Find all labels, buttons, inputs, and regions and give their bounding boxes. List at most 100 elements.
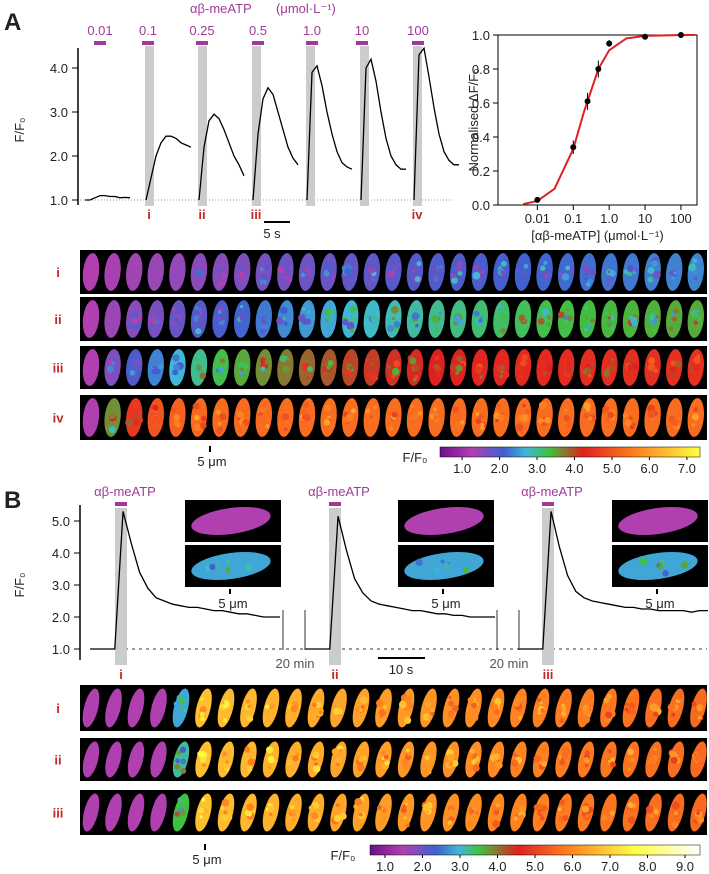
cell-speckle (414, 375, 419, 380)
cell-speckle (386, 364, 392, 370)
cell-speckle (264, 704, 270, 710)
cell-speckle (583, 708, 591, 715)
cell-speckle (650, 312, 655, 318)
cell-speckle (622, 412, 629, 418)
concentration-label: 0.5 (249, 23, 267, 38)
cell-speckle (216, 268, 221, 273)
colorbar-label: F/F₀ (403, 450, 428, 465)
cell-speckle (394, 265, 398, 270)
y-axis-label: F/F₀ (12, 573, 27, 598)
cell-speckle (411, 268, 416, 274)
cell-speckle (259, 278, 267, 286)
cell-speckle (424, 701, 431, 709)
cell-speckle (132, 367, 137, 371)
cell-speckle (398, 700, 407, 709)
cell-speckle (561, 273, 570, 281)
colorbar (369, 844, 701, 856)
cell-speckle (586, 282, 591, 287)
cell-speckle (393, 360, 401, 368)
cell-speckle (673, 271, 677, 275)
x-tick-label: 1.0 (600, 211, 618, 226)
cell-speckle (350, 328, 355, 333)
scale-bar-label: 5 μm (431, 596, 460, 611)
cell-speckle (675, 361, 682, 368)
cell-speckle (200, 368, 205, 373)
cell-speckle (493, 753, 501, 761)
trace-marker: ii (331, 667, 338, 682)
scale-bar-label: 5 μm (218, 596, 247, 611)
cell-speckle (344, 268, 352, 276)
cell-speckle (581, 418, 586, 424)
cell-speckle (474, 811, 479, 816)
cell-speckle (603, 697, 610, 704)
cell-speckle (417, 411, 423, 416)
cell-speckle (278, 408, 283, 413)
cell-speckle (433, 416, 437, 420)
cell-speckle (173, 701, 180, 707)
cell-speckle (662, 570, 669, 577)
cell-speckle (329, 422, 336, 429)
cell-speckle (149, 313, 157, 321)
cell-speckle (647, 276, 654, 283)
cell-speckle (460, 420, 465, 425)
cell-speckle (451, 760, 459, 767)
cell-speckle (457, 266, 462, 272)
image-row-label: ii (54, 753, 61, 768)
application-shade (252, 46, 261, 206)
cell-speckle (199, 711, 206, 718)
cell-speckle (326, 317, 331, 322)
cell-speckle (371, 355, 379, 363)
cell-speckle (565, 364, 572, 371)
panel-label: B (4, 487, 21, 514)
cell-speckle (447, 753, 455, 761)
cell-speckle (433, 274, 439, 279)
data-point (642, 33, 649, 40)
cell-speckle (173, 420, 180, 427)
cell-speckle (172, 354, 180, 362)
cell-speckle (371, 277, 376, 283)
cell-speckle (422, 803, 431, 812)
cell (127, 793, 145, 832)
cell-speckle (541, 805, 548, 812)
cell-speckle (629, 691, 634, 697)
trace (518, 511, 708, 650)
cell-speckle (221, 799, 230, 807)
cell-speckle (319, 710, 323, 714)
cell-speckle (322, 371, 330, 379)
cell-speckle (241, 362, 249, 370)
cell-speckle (172, 307, 177, 312)
cell-speckle (480, 426, 485, 431)
colorbar-tick-label: 7.0 (601, 859, 619, 874)
cell-speckle (499, 314, 507, 321)
cell-speckle (652, 270, 661, 279)
cell-speckle (391, 306, 399, 314)
cell-speckle (261, 316, 265, 320)
cell-speckle (369, 417, 376, 425)
cell-speckle (413, 364, 421, 371)
cell-speckle (331, 275, 335, 280)
cell-speckle (415, 558, 423, 566)
cell-speckle (627, 810, 631, 814)
cell-speckle (216, 426, 224, 434)
application-bar (329, 502, 341, 506)
colorbar (439, 446, 701, 458)
cell-speckle (653, 368, 658, 373)
cell-speckle (584, 306, 589, 311)
cell-speckle (152, 421, 161, 430)
cell-speckle (448, 695, 452, 700)
y-tick-label: 2.0 (52, 610, 70, 625)
cell-speckle (585, 315, 590, 321)
cell-speckle (197, 316, 204, 323)
cell-speckle (588, 416, 593, 421)
data-point (606, 40, 613, 47)
cell-speckle (282, 316, 286, 321)
cell-speckle (217, 422, 221, 426)
cell-speckle (603, 369, 611, 378)
cell-speckle (500, 260, 507, 267)
cell-speckle (435, 373, 441, 378)
cell-speckle (406, 748, 410, 753)
cell-speckle (335, 707, 343, 715)
cell-speckle (303, 413, 311, 422)
cell-speckle (108, 412, 116, 420)
cell-speckle (606, 816, 611, 821)
